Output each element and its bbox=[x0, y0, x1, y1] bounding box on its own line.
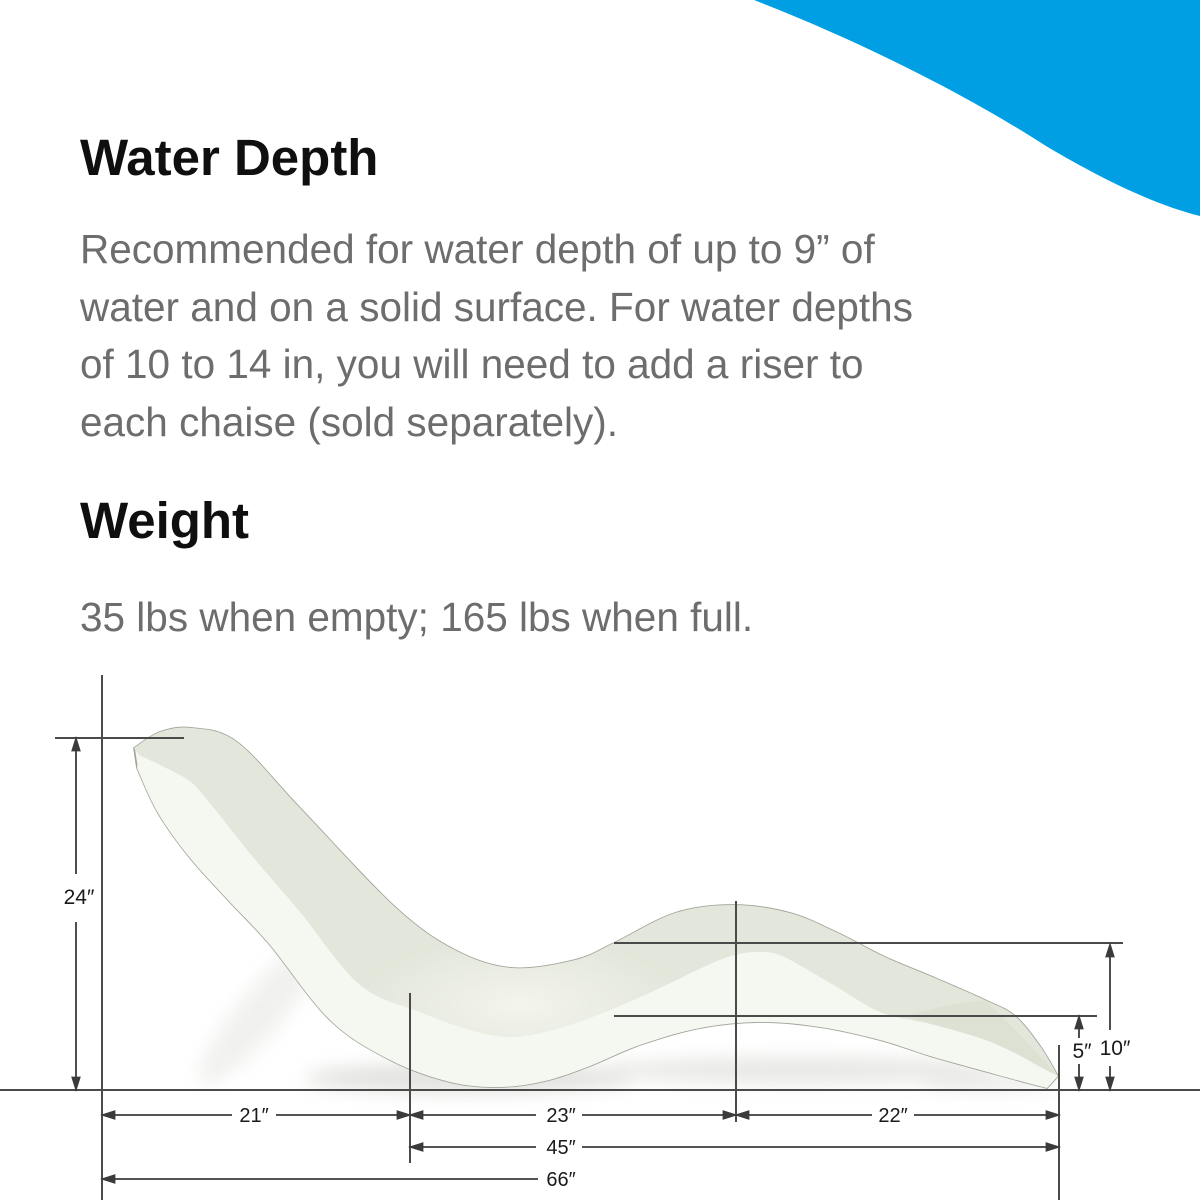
svg-text:66″: 66″ bbox=[546, 1169, 575, 1191]
svg-text:23″: 23″ bbox=[546, 1105, 575, 1127]
svg-text:24″: 24″ bbox=[64, 886, 95, 909]
svg-text:45″: 45″ bbox=[546, 1137, 575, 1159]
svg-text:5″: 5″ bbox=[1072, 1040, 1092, 1063]
svg-text:10″: 10″ bbox=[1100, 1037, 1131, 1060]
svg-text:21″: 21″ bbox=[239, 1105, 268, 1127]
svg-text:22″: 22″ bbox=[878, 1105, 907, 1127]
